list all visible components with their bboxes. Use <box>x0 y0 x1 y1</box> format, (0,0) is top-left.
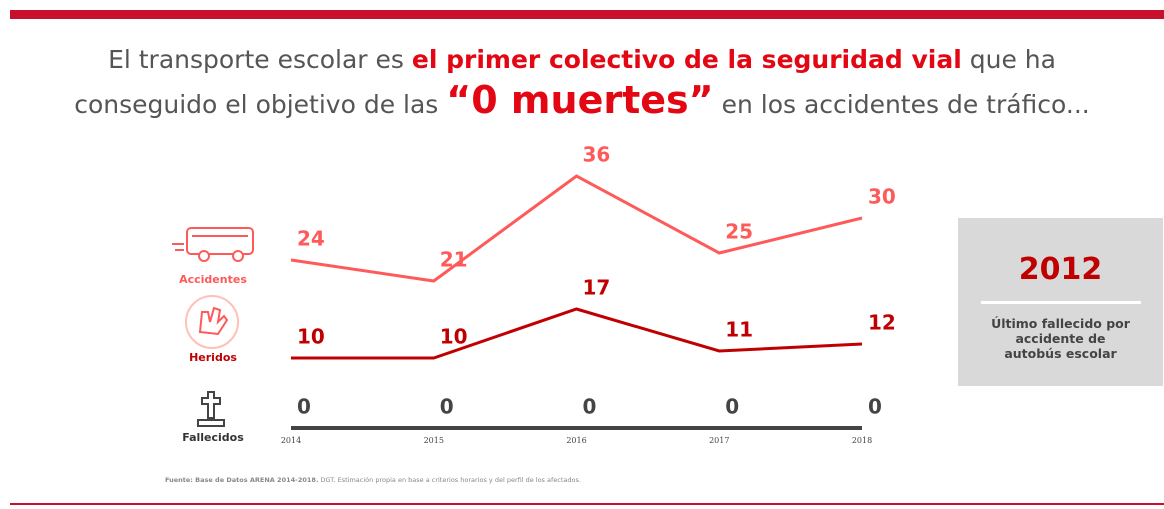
value-label: 21 <box>440 248 468 272</box>
highlight-box: 2012 Último fallecido por accidente de a… <box>958 218 1163 386</box>
x-tick-label: 2014 <box>281 436 301 445</box>
source: Fuente: Base de Datos ARENA 2014-2018. D… <box>165 476 581 484</box>
x-tick-label: 2017 <box>709 436 729 445</box>
value-label: 0 <box>297 395 311 419</box>
highlight-value: 2012 <box>1018 252 1103 287</box>
value-label: 10 <box>297 325 325 349</box>
value-label: 0 <box>583 395 597 419</box>
value-label: 12 <box>868 311 896 335</box>
x-tick-label: 2016 <box>566 436 586 445</box>
bottom-bar <box>10 503 1164 505</box>
title-part: conseguido el objetivo de las <box>74 90 447 119</box>
cross-icon <box>197 391 225 427</box>
value-label: 0 <box>440 395 454 419</box>
source-label: Fuente: Base de Datos ARENA 2014-2018. <box>165 476 319 484</box>
top-bar <box>10 10 1164 19</box>
value-label: 25 <box>725 220 753 244</box>
x-tick-label: 2015 <box>424 436 444 445</box>
series-line <box>290 174 863 283</box>
title-part: el primer colectivo de la seguridad vial <box>411 45 962 74</box>
value-label: 11 <box>725 318 753 342</box>
value-label: 30 <box>868 185 896 209</box>
title: El transporte escolar es el primer colec… <box>0 40 1164 125</box>
value-label: 0 <box>868 395 882 419</box>
series-name: Fallecidos <box>182 431 244 444</box>
series-name: Heridos <box>189 351 237 364</box>
highlight-text: Último fallecido por accidente de autobú… <box>991 316 1130 361</box>
title-part: que ha <box>961 45 1056 74</box>
value-label: 17 <box>583 276 611 300</box>
value-label: 36 <box>583 143 611 167</box>
hand-icon <box>185 295 239 349</box>
value-label: 10 <box>440 325 468 349</box>
title-part: en los accidentes de tráfico... <box>713 90 1090 119</box>
value-label: 0 <box>725 395 739 419</box>
title-part: El transporte escolar es <box>108 45 412 74</box>
bus-icon <box>172 227 254 262</box>
series-name: Accidentes <box>179 273 247 286</box>
title-part: “0 muertes” <box>446 78 714 122</box>
value-label: 24 <box>297 227 325 251</box>
x-tick-label: 2018 <box>852 436 872 445</box>
divider <box>980 301 1141 304</box>
series-line <box>291 307 863 360</box>
source-text: DGT. Estimación propia en base a criteri… <box>318 476 581 484</box>
